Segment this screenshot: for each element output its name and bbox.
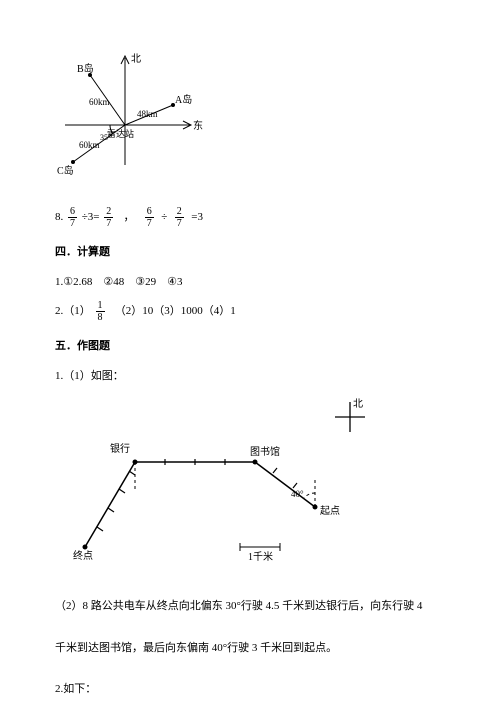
library-label: 图书馆	[250, 445, 280, 458]
angle-label: 40°	[291, 489, 304, 499]
sec5-desc2: 千米到达图书馆，最后向东偏南 40°行驶 3 千米回到起点。	[55, 639, 445, 659]
north-label: 北	[131, 53, 141, 65]
map-north: 北	[353, 398, 363, 410]
sec5-desc1: （2）8 路公共电车从终点向北偏东 30°行驶 4.5 千米到达银行后，向东行驶…	[55, 597, 445, 617]
sec4-title: 四．计算题	[55, 243, 445, 263]
sec4-l2: 2.（1） 18 （2）10（3）1000（4）1	[55, 300, 445, 323]
frac-2-7: 27	[104, 206, 113, 229]
islandA-label: A岛	[175, 93, 192, 106]
start-label: 起点	[320, 505, 340, 517]
frac-1-8: 18	[96, 300, 105, 323]
scale-label: 1千米	[248, 550, 273, 563]
distC-label: 60km	[79, 140, 100, 150]
frac-6-7b: 67	[145, 206, 154, 229]
frac-6-7: 67	[68, 206, 77, 229]
frac-2-7b: 27	[175, 206, 184, 229]
q8-line: 8. 67 ÷3= 27 ， 67 ÷ 27 =3	[55, 206, 445, 229]
bank-label: 银行	[110, 442, 130, 455]
angleC-label: 35°	[100, 133, 111, 142]
sec5-title: 五．作图题	[55, 337, 445, 357]
q8-prefix: 8.	[55, 211, 63, 223]
sec5-l2: 2.如下：	[55, 680, 445, 700]
distA-label: 48km	[137, 109, 158, 119]
radar-diagram: 北 东 雷达站 A岛 B岛 C岛 48km 60km 60km 35°	[55, 50, 445, 188]
end-label: 终点	[73, 549, 93, 562]
islandB-label: B岛	[77, 62, 94, 75]
sec5-l1: 1.（1）如图：	[55, 367, 445, 387]
map-diagram: 北 银行 图书馆 起点 终点 40° 1千米	[55, 397, 445, 575]
east-label: 东	[193, 119, 203, 132]
distB-label: 60km	[89, 97, 110, 107]
islandC-label: C岛	[57, 164, 74, 177]
sec4-l1: 1.①2.68 ②48 ③29 ④3	[55, 273, 445, 293]
